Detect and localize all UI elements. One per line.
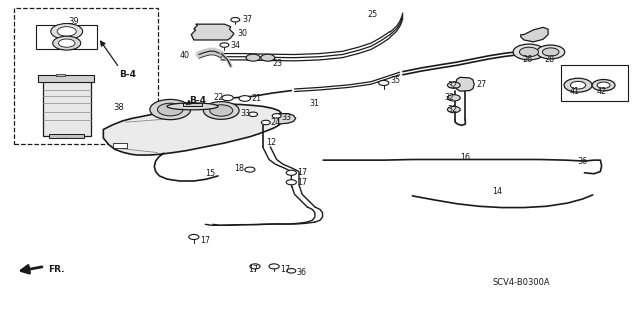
Text: 39: 39 xyxy=(68,18,79,26)
Text: 17: 17 xyxy=(248,265,259,274)
Circle shape xyxy=(447,95,460,101)
Circle shape xyxy=(239,96,250,101)
Circle shape xyxy=(261,120,270,125)
Text: 23: 23 xyxy=(272,59,282,68)
Circle shape xyxy=(260,54,275,61)
Circle shape xyxy=(204,102,239,119)
Text: 34: 34 xyxy=(231,41,241,50)
Circle shape xyxy=(210,105,233,116)
Polygon shape xyxy=(521,27,548,42)
Circle shape xyxy=(513,44,545,60)
Circle shape xyxy=(51,24,83,39)
Bar xyxy=(14,8,157,144)
Bar xyxy=(38,75,95,82)
Text: 33: 33 xyxy=(241,109,250,118)
Bar xyxy=(49,134,84,138)
Text: 40: 40 xyxy=(180,51,190,60)
Text: 17: 17 xyxy=(200,236,211,245)
Ellipse shape xyxy=(167,103,218,110)
Text: 22: 22 xyxy=(213,93,223,102)
Bar xyxy=(113,143,127,148)
Text: 36: 36 xyxy=(296,268,307,277)
Circle shape xyxy=(58,39,75,47)
Circle shape xyxy=(286,170,296,175)
Text: 30: 30 xyxy=(237,29,247,39)
Text: 37: 37 xyxy=(243,15,252,24)
Text: 14: 14 xyxy=(492,187,502,196)
Text: B-4: B-4 xyxy=(189,97,206,106)
Polygon shape xyxy=(191,24,234,40)
Bar xyxy=(43,79,91,136)
Circle shape xyxy=(597,82,610,88)
Text: 18: 18 xyxy=(234,165,244,174)
Bar xyxy=(56,74,65,76)
Circle shape xyxy=(150,100,191,120)
Text: 17: 17 xyxy=(280,265,291,274)
Text: SCV4-B0300A: SCV4-B0300A xyxy=(492,278,550,287)
Circle shape xyxy=(245,167,255,172)
Circle shape xyxy=(379,80,389,85)
Text: 26: 26 xyxy=(523,56,532,64)
Bar xyxy=(183,103,202,106)
Text: 32: 32 xyxy=(444,93,454,102)
Circle shape xyxy=(447,106,460,113)
Text: 15: 15 xyxy=(205,169,216,178)
Circle shape xyxy=(570,81,586,89)
Circle shape xyxy=(248,112,257,116)
Text: 36: 36 xyxy=(577,157,588,166)
Circle shape xyxy=(57,27,76,36)
Text: 41: 41 xyxy=(570,87,580,96)
Circle shape xyxy=(520,47,539,57)
Text: 24: 24 xyxy=(270,118,280,127)
Text: 17: 17 xyxy=(297,178,307,187)
Text: 27: 27 xyxy=(476,80,486,89)
Circle shape xyxy=(542,48,559,56)
Circle shape xyxy=(157,103,183,116)
Circle shape xyxy=(286,180,296,185)
Circle shape xyxy=(189,234,199,240)
Text: 17: 17 xyxy=(297,168,307,177)
Circle shape xyxy=(269,264,279,269)
Circle shape xyxy=(52,36,81,50)
Bar xyxy=(561,65,628,101)
Circle shape xyxy=(220,43,229,47)
Text: 31: 31 xyxy=(309,99,319,108)
Polygon shape xyxy=(278,114,296,124)
Circle shape xyxy=(250,264,260,269)
Circle shape xyxy=(246,54,260,61)
Text: 32: 32 xyxy=(447,81,458,90)
Text: 28: 28 xyxy=(544,56,554,64)
Text: 33: 33 xyxy=(282,113,292,122)
Text: FR.: FR. xyxy=(48,265,65,274)
Circle shape xyxy=(222,95,234,101)
Polygon shape xyxy=(103,104,283,155)
Polygon shape xyxy=(455,77,474,91)
Text: 12: 12 xyxy=(266,137,276,147)
Circle shape xyxy=(287,269,296,273)
Circle shape xyxy=(592,79,615,91)
Text: 25: 25 xyxy=(368,10,378,19)
Text: B-4: B-4 xyxy=(119,70,136,78)
Circle shape xyxy=(447,82,460,88)
Text: 21: 21 xyxy=(251,94,261,103)
Text: 16: 16 xyxy=(460,153,470,162)
Bar xyxy=(36,25,97,49)
Text: 42: 42 xyxy=(596,87,607,96)
Text: 38: 38 xyxy=(113,103,124,112)
Text: 32: 32 xyxy=(447,105,458,114)
Circle shape xyxy=(231,18,240,22)
Circle shape xyxy=(564,78,592,92)
Circle shape xyxy=(272,114,281,118)
Text: 35: 35 xyxy=(390,76,400,85)
Circle shape xyxy=(537,45,564,59)
